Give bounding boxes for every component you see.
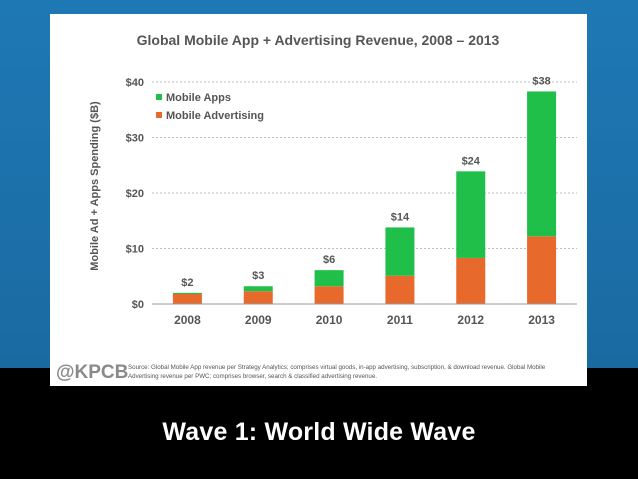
x-tick-label-2013: 2013 [528, 313, 555, 327]
x-tick-label-2011: 2011 [387, 313, 413, 327]
slide-caption: Wave 1: World Wide Wave [162, 418, 476, 446]
bar-mobile-advertising-2010 [314, 286, 344, 304]
y-tick-label: $40 [126, 77, 144, 89]
source-note-line-2: Advertising revenue per PWC; comprises b… [128, 373, 377, 380]
chart-panel: Global Mobile App + Advertising Revenue,… [50, 14, 587, 386]
total-label-2010: $6 [323, 254, 335, 266]
total-label-2012: $24 [462, 155, 481, 167]
total-label-2009: $3 [252, 270, 264, 282]
x-tick-label-2008: 2008 [174, 313, 201, 327]
legend-label: Mobile Advertising [166, 110, 264, 122]
bar-mobile-apps-2011 [385, 227, 415, 276]
x-tick-label-2009: 2009 [245, 313, 272, 327]
legend-swatch [156, 94, 162, 100]
total-label-2013: $38 [532, 75, 550, 87]
bar-mobile-apps-2010 [314, 270, 344, 287]
bar-mobile-advertising-2011 [385, 275, 415, 304]
bar-mobile-advertising-2009 [243, 291, 273, 304]
bar-mobile-apps-2008 [172, 292, 202, 295]
x-tick-label-2010: 2010 [316, 313, 343, 327]
kpcb-logo: @KPCB [56, 362, 128, 383]
bar-mobile-apps-2012 [456, 171, 486, 258]
bar-mobile-apps-2013 [527, 91, 557, 237]
legend-swatch [156, 112, 162, 118]
bar-mobile-advertising-2008 [172, 294, 202, 304]
y-axis-label: Mobile Ad + Apps Spending ($B) [89, 101, 101, 271]
source-note-line-1: Source: Global Mobile App revenue per St… [128, 364, 546, 371]
y-tick-label: $10 [126, 244, 144, 256]
bar-mobile-advertising-2012 [456, 257, 486, 304]
bar-mobile-apps-2009 [243, 286, 273, 292]
revenue-chart: Global Mobile App + Advertising Revenue,… [56, 32, 577, 383]
x-tick-label-2012: 2012 [457, 313, 484, 327]
y-tick-label: $20 [126, 188, 144, 200]
total-label-2008: $2 [181, 277, 193, 289]
bar-mobile-advertising-2013 [527, 236, 557, 304]
chart-title: Global Mobile App + Advertising Revenue,… [137, 32, 500, 48]
legend-label: Mobile Apps [166, 92, 231, 104]
y-tick-label: $0 [132, 299, 144, 311]
y-tick-label: $30 [126, 133, 144, 145]
caption-bar [0, 368, 638, 479]
total-label-2011: $14 [391, 211, 410, 223]
